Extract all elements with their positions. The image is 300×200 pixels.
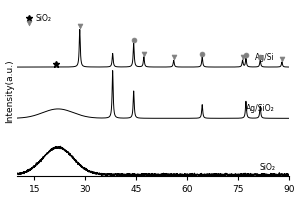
Y-axis label: Intensity(a.u.): Intensity(a.u.) [6, 59, 15, 123]
Text: SiO₂: SiO₂ [259, 163, 275, 172]
Text: Ag/Si: Ag/Si [255, 53, 275, 62]
Text: SiO₂: SiO₂ [36, 14, 52, 23]
Text: Ag/SiO₂: Ag/SiO₂ [246, 104, 275, 113]
